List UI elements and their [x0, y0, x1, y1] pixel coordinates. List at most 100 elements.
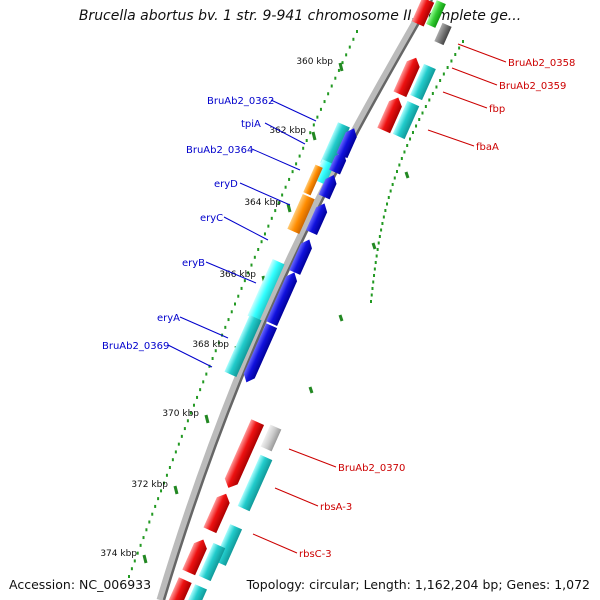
ruler-tick: [173, 485, 179, 495]
ruler-dot: [334, 76, 337, 80]
gene-block-cyan[interactable]: [392, 100, 420, 140]
ruler-dot: [431, 92, 434, 95]
ruler-dot: [237, 294, 240, 298]
gene-label-right[interactable]: rbsA-3: [320, 502, 352, 513]
ruler-dot: [372, 280, 375, 284]
gene-block-blue[interactable]: [266, 270, 300, 327]
gene-block-cyan[interactable]: [247, 259, 285, 321]
gene-block-green[interactable]: [426, 0, 446, 28]
gene-block-red[interactable]: [203, 491, 232, 534]
gene-label-right[interactable]: rbsC-3: [299, 549, 332, 560]
tick-label: 364 kbp: [244, 198, 281, 208]
ruler-dot: [130, 567, 133, 571]
map-title: Brucella abortus bv. 1 str. 9-941 chromo…: [78, 8, 522, 24]
ruler-dot: [341, 61, 344, 65]
ruler-dot: [214, 349, 217, 353]
ruler-dot: [253, 255, 256, 259]
ruler-dot: [370, 300, 372, 303]
ruler-dot: [376, 248, 379, 251]
gene-block-gray[interactable]: [434, 22, 452, 46]
ruler-dot: [400, 157, 403, 160]
genome-backbone-edge: [162, 0, 434, 600]
gene-leader-line: [239, 182, 291, 206]
ruler-dot: [288, 177, 291, 181]
gene-label-left[interactable]: eryC: [200, 213, 223, 224]
ruler-dot: [224, 325, 227, 329]
gene-block-red[interactable]: [222, 419, 265, 490]
ruler-tick: [404, 171, 410, 179]
gene-label-right[interactable]: BruAb2_0359: [499, 81, 566, 92]
ruler-dot: [389, 189, 392, 193]
ruler-dot: [247, 271, 250, 275]
gene-block-cyan[interactable]: [313, 159, 335, 185]
ruler-dot: [208, 364, 211, 368]
gene-block-blue[interactable]: [289, 237, 315, 275]
gene-block-cyan[interactable]: [410, 63, 436, 101]
ruler-dot: [202, 380, 205, 384]
ruler-dot: [373, 267, 376, 271]
gene-leader-line: [451, 67, 498, 86]
gene-label-left[interactable]: tpiA: [241, 119, 261, 130]
gene-block-blue[interactable]: [318, 173, 340, 200]
gene-label-right[interactable]: fbp: [489, 104, 505, 115]
gene-label-right[interactable]: fbaA: [476, 142, 499, 153]
gene-label-right[interactable]: BruAb2_0370: [338, 463, 405, 474]
ruler-dot: [270, 216, 273, 220]
ruler-dot: [183, 427, 186, 431]
ruler-dot: [309, 131, 312, 135]
gene-block-cyan[interactable]: [224, 315, 262, 377]
gene-block-cyan[interactable]: [237, 454, 273, 512]
ruler-dot: [186, 419, 189, 423]
ruler-dot: [305, 139, 308, 142]
gene-label-right[interactable]: BruAb2_0358: [508, 58, 575, 69]
ruler-dot: [378, 235, 381, 238]
ruler-dot: [396, 170, 398, 173]
ruler-dot: [145, 528, 148, 532]
ruler-dot: [312, 123, 315, 127]
tick-label: 370 kbp: [162, 409, 199, 419]
gene-leader-line: [167, 344, 213, 368]
gene-label-left[interactable]: BruAb2_0364: [186, 145, 253, 156]
gene-label-left[interactable]: eryB: [182, 258, 205, 269]
ruler-dot: [393, 176, 396, 180]
ruler-dot: [205, 372, 208, 376]
ruler-dot: [295, 162, 298, 166]
ruler-dot: [337, 68, 340, 72]
gene-leader-line: [288, 448, 337, 468]
ruler-dot: [260, 240, 263, 244]
gene-block-red[interactable]: [393, 55, 422, 98]
ruler-tick: [338, 62, 344, 72]
gene-block-blue[interactable]: [241, 323, 278, 385]
gene-block-cyan[interactable]: [186, 584, 208, 600]
gene-block-red[interactable]: [411, 0, 435, 27]
gene-block-gray[interactable]: [260, 424, 282, 452]
ruler-dot: [406, 144, 409, 147]
ruler-dot: [374, 261, 377, 264]
ruler-dot: [274, 209, 277, 213]
ruler-dot: [418, 118, 421, 121]
ruler-dot: [128, 575, 130, 578]
gene-block-blue[interactable]: [329, 150, 349, 175]
ruler-dot: [386, 202, 389, 206]
gene-block-blue[interactable]: [336, 126, 359, 159]
gene-label-left[interactable]: BruAb2_0362: [207, 96, 274, 107]
gene-block-red[interactable]: [168, 577, 192, 600]
ruler-dot: [382, 215, 385, 219]
gene-block-red[interactable]: [377, 95, 404, 134]
gene-leader-line: [264, 122, 306, 145]
gene-label-left[interactable]: eryD: [214, 179, 238, 190]
ruler-tick: [308, 386, 314, 394]
gene-block-cyan[interactable]: [320, 122, 350, 168]
ruler-dot: [234, 302, 236, 306]
gene-block-red[interactable]: [182, 537, 209, 576]
ruler-dot: [171, 458, 174, 462]
ruler-dot: [387, 196, 390, 199]
gene-block-cyan[interactable]: [198, 542, 226, 582]
gene-block-orange[interactable]: [303, 164, 323, 196]
gene-label-left[interactable]: BruAb2_0369: [102, 341, 169, 352]
gene-block-orange[interactable]: [287, 193, 315, 235]
gene-block-blue[interactable]: [306, 201, 330, 236]
gene-label-left[interactable]: eryA: [157, 313, 180, 324]
ruler-tick: [311, 131, 317, 141]
